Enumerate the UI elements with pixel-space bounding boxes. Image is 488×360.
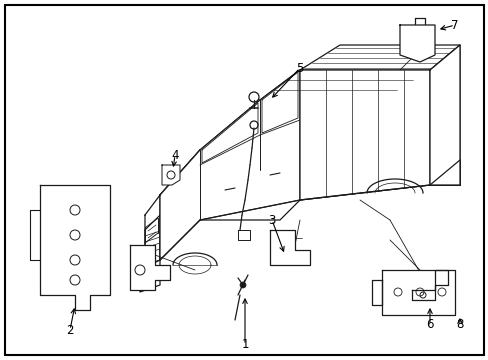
Polygon shape [130,245,170,290]
Polygon shape [299,45,459,70]
Text: 2: 2 [66,324,74,337]
Text: 1: 1 [241,338,248,351]
Polygon shape [269,230,309,265]
Text: 5: 5 [296,62,303,75]
Polygon shape [429,45,459,185]
Polygon shape [160,150,339,195]
Polygon shape [140,260,160,292]
Polygon shape [260,70,429,100]
Polygon shape [238,230,249,240]
Text: 6: 6 [426,319,433,332]
Polygon shape [40,185,110,310]
Polygon shape [399,25,434,62]
Polygon shape [411,270,447,300]
Circle shape [135,265,145,275]
Polygon shape [145,195,160,275]
Polygon shape [381,270,454,315]
Polygon shape [162,165,180,185]
Polygon shape [371,280,381,305]
Text: 8: 8 [455,319,463,332]
Polygon shape [160,70,299,260]
Text: 7: 7 [450,18,458,32]
Polygon shape [429,45,459,185]
Polygon shape [200,100,379,150]
Text: 4: 4 [171,149,179,162]
Polygon shape [299,70,429,200]
Text: 3: 3 [268,213,275,226]
Circle shape [240,282,245,288]
Polygon shape [160,150,339,195]
